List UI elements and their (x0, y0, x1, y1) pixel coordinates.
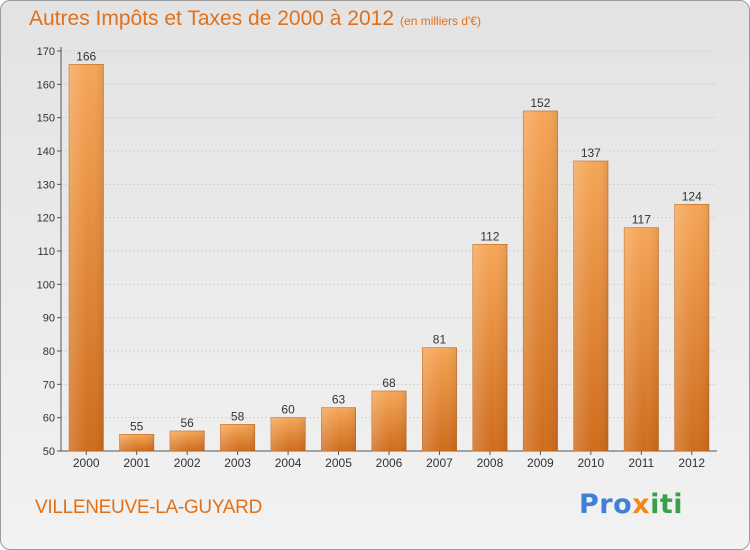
commune-name: VILLENEUVE-LA-GUYARD (35, 497, 262, 518)
y-tick-label-120: 120 (37, 213, 55, 225)
bar-shade-2007 (422, 347, 457, 451)
bar-shade-2000 (69, 64, 104, 452)
chart-subtitle: (en milliers d'€) (400, 14, 482, 28)
axis-layer: 50 60 70 80 90 100 110 120 130 140 150 160 170 (37, 46, 717, 458)
x-tick-label-2000: 2000 (73, 456, 100, 470)
data-label-2010: 137 (581, 146, 601, 160)
data-label-2007: 81 (433, 333, 447, 347)
logo-part-x: x (632, 489, 651, 520)
data-label-2011: 117 (632, 213, 651, 227)
data-label-2009: 152 (530, 96, 550, 110)
data-label-2002: 56 (180, 416, 194, 430)
data-label-2001: 55 (130, 419, 144, 433)
x-tick-label-2011: 2011 (628, 456, 654, 470)
bar-shade-2009 (523, 111, 558, 451)
x-tick-label-2010: 2010 (577, 456, 604, 470)
data-label-2008: 112 (480, 229, 499, 243)
bar-shade-2012 (674, 204, 709, 451)
y-tick-label-130: 130 (37, 179, 55, 191)
bar-shade-2004 (270, 417, 306, 451)
bar-shade-2011 (624, 227, 659, 451)
data-label-2006: 68 (382, 376, 396, 390)
logo-part-pro: Pro (579, 489, 633, 520)
bar-shade-2002 (169, 431, 205, 451)
x-tick-label-2009: 2009 (527, 456, 554, 470)
y-tick-label-110: 110 (37, 246, 55, 258)
y-tick-label-100: 100 (37, 279, 55, 291)
data-label-2012: 124 (682, 189, 702, 203)
chart-title: Autres Impôts et Taxes de 2000 à 2012 (en… (29, 7, 481, 31)
proxiti-logo[interactable]: Proxiti (579, 489, 683, 520)
x-tick-label-2007: 2007 (426, 456, 453, 470)
data-label-2004: 60 (281, 403, 295, 417)
data-label-2005: 63 (332, 393, 346, 407)
y-tick-label-150: 150 (37, 113, 55, 125)
data-label-2000: 166 (76, 49, 96, 63)
y-tick-label-80: 80 (43, 346, 55, 358)
y-tick-label-160: 160 (37, 79, 55, 91)
x-tick-label-2003: 2003 (224, 456, 251, 470)
x-tick-label-2002: 2002 (174, 456, 201, 470)
y-tick-label-60: 60 (43, 413, 55, 425)
y-tick-label-70: 70 (43, 379, 55, 391)
y-tick-label-50: 50 (43, 446, 55, 458)
bar-layer (68, 64, 710, 452)
x-tick-label-2006: 2006 (376, 456, 403, 470)
x-tick-label-2008: 2008 (477, 456, 504, 470)
bar-shade-2005 (321, 407, 356, 451)
y-tick-label-170: 170 (37, 46, 55, 58)
chart-title-text: Autres Impôts et Taxes de 2000 à 2012 (29, 7, 395, 30)
x-tick-label-2005: 2005 (325, 456, 352, 470)
bar-shade-2010 (573, 161, 609, 451)
label-layer: 166 2000 55 2001 56 2002 58 2003 60 2004 63 2005 68 2… (73, 49, 706, 470)
bar-shade-2006 (371, 391, 407, 451)
y-tick-label-140: 140 (37, 146, 55, 158)
bar-shade-2001 (119, 434, 154, 451)
y-tick-label-90: 90 (43, 313, 55, 325)
x-tick-label-2012: 2012 (678, 456, 705, 470)
data-label-2003: 58 (231, 409, 245, 423)
logo-part-iti: iti (650, 489, 683, 520)
x-tick-label-2001: 2001 (123, 456, 150, 470)
bar-shade-2008 (472, 244, 508, 451)
x-tick-label-2004: 2004 (275, 456, 302, 470)
bar-shade-2003 (220, 424, 255, 451)
